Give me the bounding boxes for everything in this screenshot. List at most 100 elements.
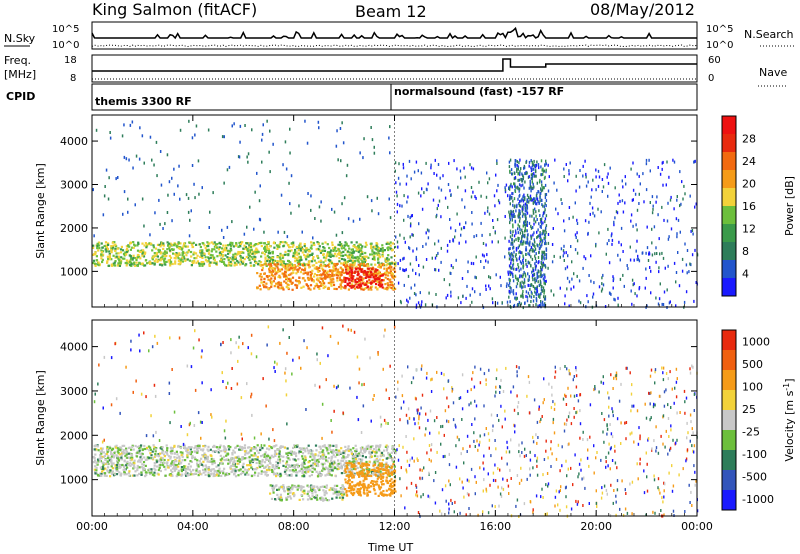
power-cell <box>247 256 250 259</box>
power-cell <box>169 262 172 265</box>
power-cell <box>526 171 528 175</box>
velocity-cell <box>272 455 275 459</box>
velocity-cell <box>275 452 278 455</box>
power-cell <box>322 273 325 276</box>
velocity-cell <box>300 448 303 451</box>
power-cell <box>107 257 110 260</box>
power-cell <box>539 279 542 283</box>
power-cell <box>378 283 382 287</box>
power-cell <box>520 184 522 188</box>
power-cell <box>661 167 663 171</box>
power-cell <box>279 258 282 261</box>
velocity-cell <box>224 451 227 454</box>
velocity-cell <box>297 458 300 461</box>
power-cell <box>537 190 539 193</box>
power-cell <box>693 160 695 164</box>
nsearch-label: N.Search <box>744 28 794 41</box>
power-cell <box>158 198 160 202</box>
power-cell <box>143 161 145 165</box>
power-cell <box>397 281 400 285</box>
velocity-cell <box>154 454 157 457</box>
velocity-cell <box>181 459 184 462</box>
velocity-cell <box>206 460 209 463</box>
power-cell <box>95 259 98 262</box>
power-cell <box>328 254 331 257</box>
power-cell <box>530 166 532 170</box>
velocity-cell <box>188 446 191 449</box>
power-cell <box>514 184 516 188</box>
power-cell <box>498 201 501 205</box>
power-cell <box>231 258 234 261</box>
power-cell <box>409 262 412 266</box>
power-cell <box>531 174 534 178</box>
power-cell <box>582 174 584 178</box>
power-cell <box>353 287 357 290</box>
power-cell <box>328 276 331 279</box>
power-cell <box>160 243 163 246</box>
power-cell <box>438 186 440 190</box>
power-cell <box>538 222 540 226</box>
velocity-cell <box>190 460 193 463</box>
power-cell <box>188 259 191 262</box>
power-cell <box>624 201 626 205</box>
velocity-cell <box>101 466 104 469</box>
power-cell <box>168 180 171 184</box>
power-cell <box>276 260 279 263</box>
velocity-cell <box>173 469 176 472</box>
power-cell <box>551 243 554 246</box>
power-cell <box>287 286 290 289</box>
velocity-cell <box>309 455 312 458</box>
velocity-cell <box>312 462 315 465</box>
velocity-cell <box>303 462 306 465</box>
power-cell <box>320 284 323 287</box>
power-cell <box>307 287 310 290</box>
power-cell <box>151 262 154 265</box>
power-cell <box>335 144 338 148</box>
power-cell <box>371 250 374 253</box>
power-cell <box>234 257 237 261</box>
velocity-cell <box>323 462 326 465</box>
power-cell <box>340 251 343 254</box>
velocity-cell <box>186 472 189 475</box>
power-cell <box>508 247 510 251</box>
power-cell <box>229 250 232 253</box>
power-cell <box>179 242 182 245</box>
power-cell <box>369 267 372 270</box>
power-cell <box>560 198 562 202</box>
power-cell <box>249 246 253 249</box>
power-cell <box>167 193 169 197</box>
power-cell <box>526 237 529 241</box>
power-cell <box>312 241 315 245</box>
power-cell <box>522 173 524 177</box>
power-cell <box>316 277 319 280</box>
power-cell <box>283 253 286 256</box>
power-cell <box>430 163 432 167</box>
power-cell <box>321 284 324 287</box>
power-cell <box>253 227 255 231</box>
velocity-cell <box>268 469 271 472</box>
power-cell <box>94 264 97 267</box>
velocity-cell <box>322 457 325 460</box>
power-cell <box>373 145 375 149</box>
power-cell <box>233 122 235 126</box>
power-cell <box>286 269 289 272</box>
power-cell <box>143 224 145 228</box>
velocity-cell <box>391 447 394 450</box>
power-cell <box>545 279 547 283</box>
power-cell <box>279 241 282 244</box>
power-cell <box>132 256 135 259</box>
velocity-cell <box>307 465 310 468</box>
power-cell <box>522 224 524 228</box>
velocity-cell <box>317 454 320 457</box>
power-cell <box>542 264 544 267</box>
power-cell <box>607 172 609 176</box>
power-cell <box>315 261 318 264</box>
power-cell <box>402 166 405 170</box>
power-cell <box>224 244 227 247</box>
velocity-cell <box>254 454 257 457</box>
power-cell <box>515 186 517 190</box>
power-cell <box>221 228 223 232</box>
power-cell <box>259 184 261 188</box>
velocity-cell <box>217 474 220 477</box>
power-cell <box>527 278 529 282</box>
